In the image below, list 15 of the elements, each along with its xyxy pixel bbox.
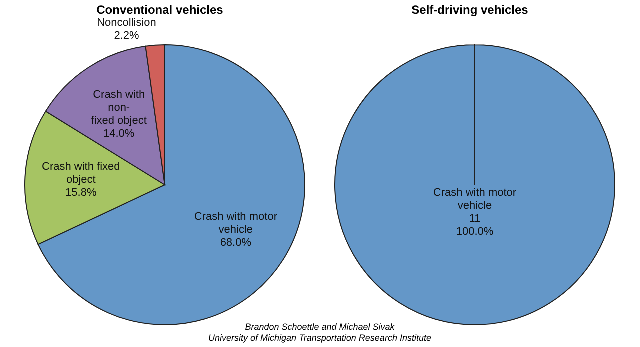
slice-label: Crash with motor vehicle [194, 210, 278, 236]
text: 100.0% [456, 226, 494, 238]
chart-title: Conventional vehicles [96, 3, 224, 17]
data-label: 68.0% [220, 236, 252, 249]
slice-label: Crash with motor vehicle [433, 186, 517, 212]
text: Brandon Schoettle and Michael Sivak [244, 322, 396, 333]
data-label: 14.0% [104, 128, 135, 140]
slice-label: Noncollision [97, 16, 156, 29]
data-label: 15.8% [66, 187, 97, 200]
data-label: 2.2% [114, 30, 140, 42]
slice-label: Crash with fixed object [42, 161, 120, 186]
slice-label: Crash with non-fixed object [91, 89, 147, 128]
chart-title: Self-driving vehicles [412, 3, 529, 17]
data-label: 11 [469, 212, 481, 225]
text: University of Michigan Transportation Research Institute [208, 333, 432, 344]
